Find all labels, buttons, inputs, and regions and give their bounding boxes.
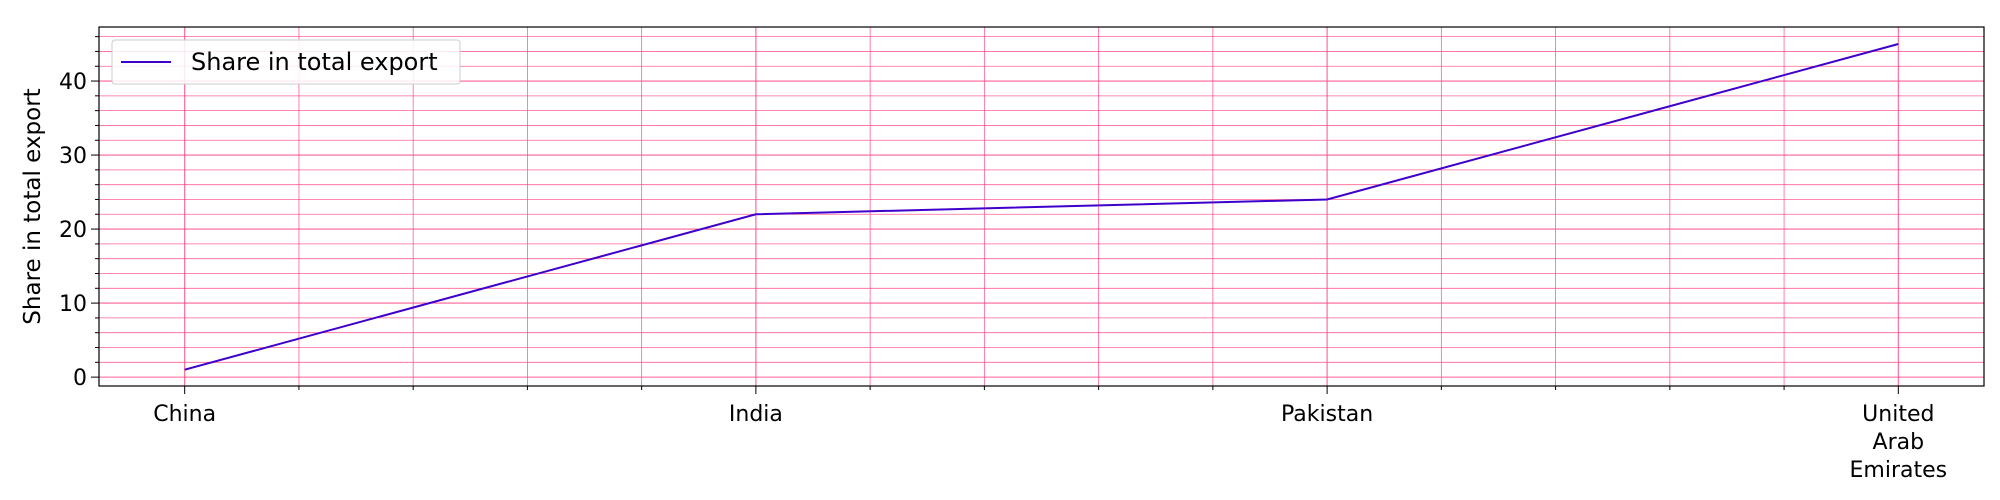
legend-entry: Share in total export [191,48,438,76]
y-tick-label: 10 [59,292,87,317]
x-tick-label: United Arab Emirates [1850,402,1948,483]
x-tick-label: China [153,402,216,427]
series-line [184,43,1899,371]
x-tick-label-line: India [729,402,783,427]
grid [99,27,1984,386]
x-tick-label-line: United [1862,402,1934,427]
x-tick-label-line: Pakistan [1281,402,1373,427]
legend: Share in total export [111,39,461,85]
plot-frame [98,26,1985,387]
ticks: 0 10 20 30 40 China India Pakistan United Arab Emi… [59,36,1948,483]
y-axis-label: Share in total export [20,88,46,324]
x-tick-label: Pakistan [1281,402,1373,427]
x-tick-label-line: Emirates [1850,458,1948,483]
x-tick-label-line: China [153,402,216,427]
y-tick-label: 40 [59,70,87,95]
x-tick-label-line: Arab [1873,430,1925,455]
y-tick-label: 0 [73,366,87,391]
y-tick-label: 20 [59,218,87,243]
y-tick-label: 30 [59,144,87,169]
series-layer [184,43,1899,371]
legend-box [111,39,461,85]
x-tick-label: India [729,402,783,427]
